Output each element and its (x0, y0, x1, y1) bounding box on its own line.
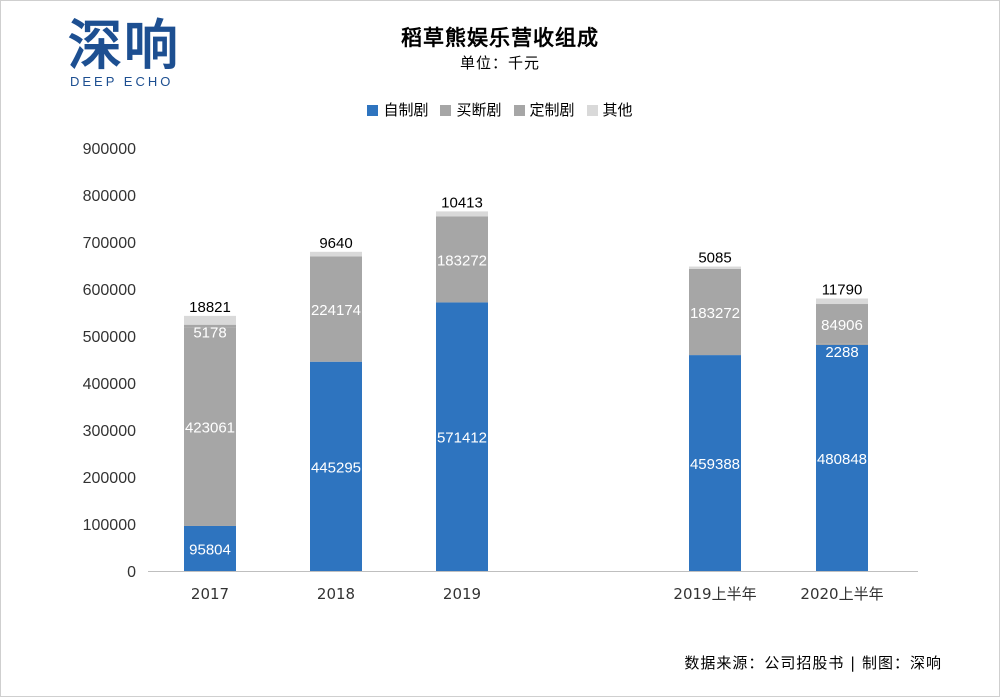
legend-label-0: 自制剧 (383, 101, 429, 119)
y-tick-label: 900000 (83, 141, 136, 158)
data-label: 480848 (817, 451, 867, 468)
data-label: 5178 (193, 325, 226, 342)
bar-segment (184, 327, 236, 526)
bar-segment (816, 304, 868, 344)
data-label: 95804 (189, 541, 231, 558)
y-tick-label: 300000 (83, 423, 136, 440)
data-label: 84906 (821, 317, 863, 334)
legend-item-3: 其他 (586, 99, 633, 120)
legend-swatch-0 (367, 105, 379, 116)
y-tick-label: 800000 (83, 188, 136, 205)
bar-segment (689, 268, 741, 356)
y-tick-label: 400000 (83, 376, 136, 393)
data-label: 183272 (690, 305, 740, 322)
data-label: 9640 (319, 235, 352, 252)
logo-chinese-text: 深响 (68, 14, 180, 77)
data-label: 10413 (441, 194, 483, 211)
chart-subtitle: 单位：千元 (459, 54, 540, 72)
bar-segment (184, 324, 236, 328)
data-label: 11790 (822, 281, 863, 298)
bar-segment (184, 315, 236, 325)
x-tick-label: 2020上半年 (800, 585, 883, 603)
data-label: 18821 (189, 299, 231, 316)
y-tick-label: 100000 (83, 517, 136, 534)
data-source-note: 数据来源：公司招股书 | 制图：深响 (684, 654, 942, 672)
data-label: 445295 (311, 459, 361, 476)
y-tick-label: 700000 (83, 235, 136, 252)
data-label: 183272 (437, 252, 487, 269)
y-tick-label: 0 (127, 564, 136, 581)
bar-segment (436, 216, 488, 303)
bar-segment (816, 345, 868, 571)
data-label: 459388 (690, 456, 740, 473)
legend-label-1: 买断剧 (456, 101, 502, 119)
legend-swatch-2 (513, 105, 525, 116)
legend-label-3: 其他 (602, 101, 633, 119)
data-label: 224174 (311, 302, 361, 319)
legend-swatch-3 (586, 105, 598, 116)
x-tick-label: 2017 (191, 585, 229, 603)
legend-item-2: 定制剧 (513, 99, 575, 120)
legend-label-2: 定制剧 (529, 101, 575, 119)
bar-segment (436, 211, 488, 217)
x-tick-label: 2019上半年 (673, 585, 756, 603)
x-tick-label: 2018 (317, 585, 355, 603)
chart-legend: 自制剧 买断剧 定制剧 其他 (0, 99, 1000, 120)
legend-item-1: 买断剧 (440, 99, 502, 120)
data-label: 571412 (437, 430, 487, 447)
legend-swatch-1 (440, 105, 452, 116)
bar-segment (184, 525, 236, 571)
bar-segment (816, 343, 868, 346)
data-label: 423061 (185, 420, 235, 437)
bar-segment (816, 298, 868, 305)
y-tick-label: 200000 (83, 470, 136, 487)
y-tick-label: 500000 (83, 329, 136, 346)
bar-segment (436, 302, 488, 571)
bar-segment (310, 256, 362, 362)
logo-english-text: DEEP ECHO (70, 76, 174, 88)
chart-title: 稻草熊娱乐营收组成 (401, 26, 599, 50)
bar-segment (689, 266, 741, 269)
bar-segment (310, 361, 362, 571)
y-tick-label: 600000 (83, 282, 136, 299)
data-label: 5085 (698, 250, 731, 267)
legend-item-0: 自制剧 (367, 99, 428, 120)
data-label: 2288 (825, 344, 858, 361)
bar-segment (689, 355, 741, 571)
bar-segment (310, 251, 362, 257)
x-tick-label: 2019 (443, 585, 481, 603)
